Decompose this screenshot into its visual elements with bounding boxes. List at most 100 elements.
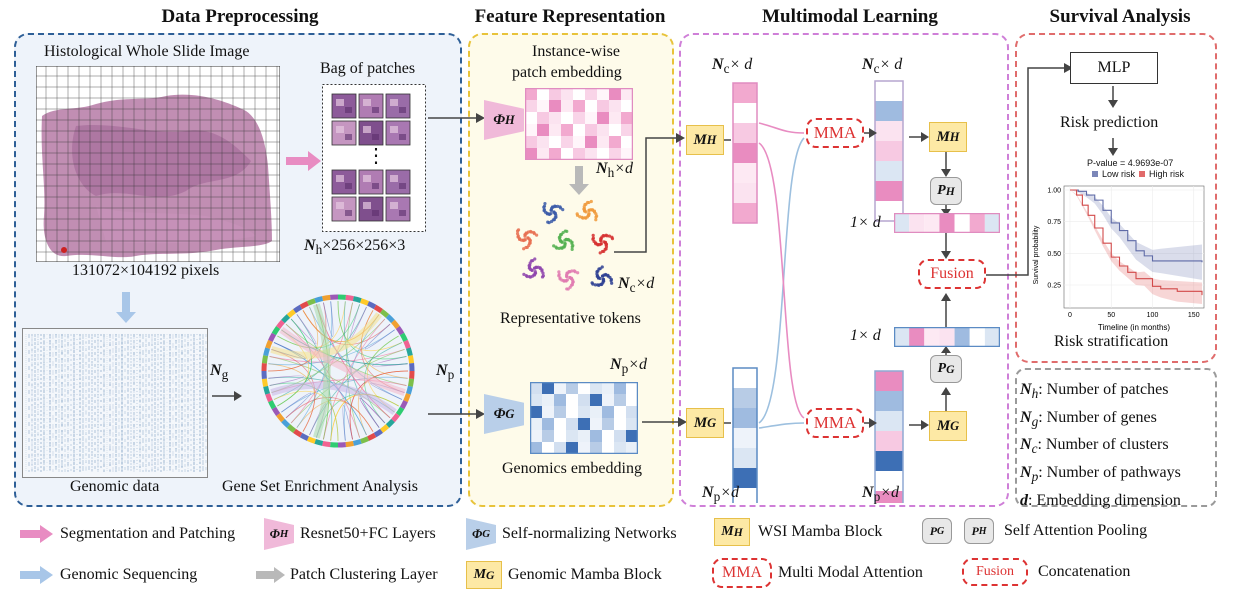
bag-dims: Nh×256×256×3 xyxy=(304,237,405,258)
symbol-n: N xyxy=(596,160,608,177)
genomics-to-mg-arrow xyxy=(642,417,687,427)
symbol-sub: c xyxy=(873,61,880,77)
definition-symbol: N xyxy=(1020,464,1032,482)
symbol-n: N xyxy=(862,484,874,501)
km-ytick: 0.75 xyxy=(1047,219,1061,226)
km-xlabel: Timeline (in months) xyxy=(1098,323,1171,332)
definition-sub: p xyxy=(1031,469,1039,485)
legend-segmentation: Segmentation and Patching xyxy=(20,525,235,543)
definition-item: Np: Number of pathways xyxy=(1020,461,1181,489)
p-sub: G xyxy=(937,525,945,537)
instance-title-1: Instance-wise xyxy=(532,43,620,60)
nc-d-text: ×d xyxy=(635,275,655,292)
blue-arrow-icon xyxy=(20,566,53,584)
genomics-embedding-label: Genomics embedding xyxy=(502,460,642,477)
definition-item: d: Embedding dimension xyxy=(1020,489,1181,513)
symbol-sub: p xyxy=(873,489,881,505)
genomics-embedding-matrix xyxy=(530,382,638,454)
gsea-to-phi-g-arrow xyxy=(428,409,485,419)
nc-x-d-text: × d xyxy=(729,56,753,73)
p-sub: H xyxy=(945,184,955,198)
m-symbol: M xyxy=(693,131,707,148)
km-xtick: 50 xyxy=(1107,312,1115,319)
risk-prediction-label: Risk prediction xyxy=(1060,114,1159,131)
m-symbol: M xyxy=(936,417,951,434)
rep-tokens-label: Representative tokens xyxy=(500,310,641,327)
m-sub: H xyxy=(733,525,743,539)
pooled-vector-bottom xyxy=(894,327,1000,347)
mma-block-top: MMA xyxy=(806,118,864,148)
high-risk-label: High risk xyxy=(1149,169,1185,179)
p-symbol: P xyxy=(971,523,979,538)
phi-symbol: Φ xyxy=(471,526,483,541)
patch-clustering-arrow xyxy=(569,166,589,195)
definition-text: : Number of clusters xyxy=(1037,436,1169,454)
risk-stratification-label: Risk stratification xyxy=(1054,333,1169,350)
definition-item: Nh: Number of patches xyxy=(1020,378,1181,406)
m-sub: G xyxy=(950,418,960,433)
definition-item: Nc: Number of clusters xyxy=(1020,433,1181,461)
phi-g-symbol: Φ xyxy=(493,405,506,422)
definition-text: : Number of pathways xyxy=(1038,464,1181,482)
legend-sap-label: Self Attention Pooling xyxy=(1004,522,1148,539)
symbol-n: N xyxy=(702,484,714,501)
ng-arrow xyxy=(212,391,242,401)
legend-patch-cluster: Patch Clustering Layer xyxy=(256,566,438,584)
title-feature-representation: Feature Representation xyxy=(474,6,666,27)
legend-resnet-label: Resnet50+FC Layers xyxy=(300,525,436,542)
nc-x-d-left: Nc× d xyxy=(712,56,752,77)
symbol-sub: p xyxy=(447,367,455,383)
bag-of-patches xyxy=(322,84,426,232)
definition-symbol: N xyxy=(1020,436,1032,454)
pink-arrow-icon xyxy=(20,525,53,543)
one-x-d-top: 1× d xyxy=(850,214,881,231)
symbol-n: N xyxy=(210,362,222,379)
np-d-text: ×d xyxy=(628,356,648,373)
np-x-d-text: ×d xyxy=(880,484,900,501)
legend-wsi-mamba-label: WSI Mamba Block xyxy=(758,523,883,540)
gray-arrow-icon xyxy=(256,567,285,583)
nc-x-d-right: Nc× d xyxy=(862,56,902,77)
km-xtick: 100 xyxy=(1147,312,1159,319)
symbol-n: N xyxy=(618,275,630,292)
legend-genomic-seq: Genomic Sequencing xyxy=(20,566,197,584)
np-d-label: Np×d xyxy=(610,356,647,377)
title-multimodal-learning: Multimodal Learning xyxy=(762,6,938,27)
km-xtick: 0 xyxy=(1068,312,1072,319)
legend-fusion-label: Concatenation xyxy=(1038,563,1131,580)
bag-title: Bag of patches xyxy=(320,60,416,77)
km-xtick: 150 xyxy=(1188,312,1200,319)
symbol-n: N xyxy=(436,362,448,379)
mlp-to-risk-arrow xyxy=(1108,86,1118,108)
m-symbol: M xyxy=(936,128,950,145)
multimodal-wiring xyxy=(724,80,951,503)
definition-sub: h xyxy=(1031,386,1039,402)
ng-label: Ng xyxy=(210,362,228,383)
km-legend: Low risk High risk xyxy=(1092,169,1184,179)
representative-token-clusters xyxy=(515,199,615,291)
km-ytick: 0.25 xyxy=(1047,283,1061,290)
phi-sub: H xyxy=(279,528,289,540)
legend-snn-label: Self-normalizing Networks xyxy=(502,525,677,542)
symbol-sub: p xyxy=(621,361,629,377)
nh-d-text: ×d xyxy=(614,160,634,177)
m-symbol: M xyxy=(473,567,487,582)
genomic-data-heatmap xyxy=(22,328,208,478)
definition-sub: g xyxy=(1031,413,1039,429)
phi-symbol: Φ xyxy=(269,526,280,541)
legend-patch-cluster-label: Patch Clustering Layer xyxy=(290,566,438,583)
low-risk-label: Low risk xyxy=(1102,169,1136,179)
m-sub: H xyxy=(706,132,717,147)
segmentation-arrow-pink xyxy=(286,151,321,171)
np-x-d-left: Np×d xyxy=(702,484,739,505)
risk-to-km-arrow xyxy=(1108,138,1118,156)
fusion-icon: Fusion xyxy=(962,558,1028,586)
